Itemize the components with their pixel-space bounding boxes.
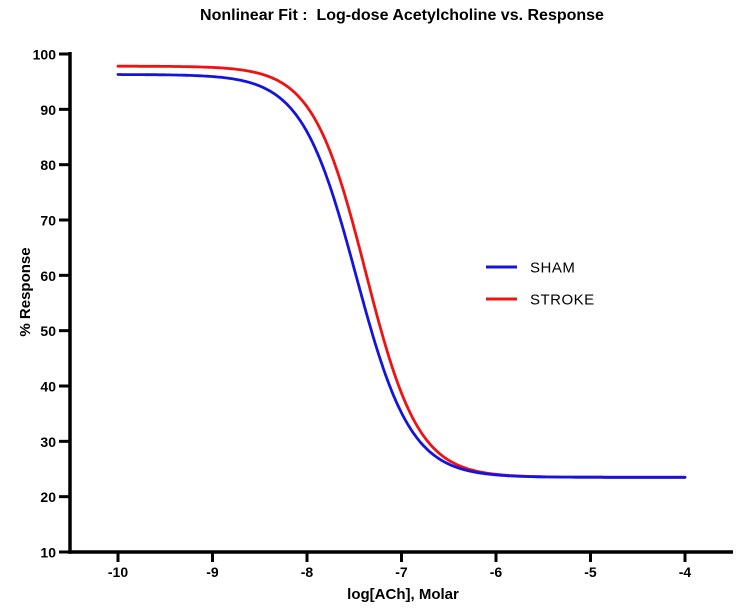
x-tick-label: -7 bbox=[395, 564, 408, 580]
legend: SHAM STROKE bbox=[486, 260, 595, 309]
y-tick-label: 80 bbox=[40, 157, 56, 173]
y-tick-label: 100 bbox=[33, 47, 57, 63]
chart-title: Nonlinear Fit : Log-dose Acetylcholine v… bbox=[200, 7, 604, 24]
x-axis-label: log[ACh], Molar bbox=[347, 586, 459, 603]
x-tick-label: -9 bbox=[206, 564, 219, 580]
x-tick-label: -10 bbox=[108, 564, 128, 580]
y-tick-label: 60 bbox=[40, 268, 56, 284]
y-tick-label: 90 bbox=[40, 102, 56, 118]
x-tick-label: -8 bbox=[301, 564, 314, 580]
legend-item-stroke: STROKE bbox=[486, 292, 595, 309]
legend-item-sham: SHAM bbox=[486, 260, 575, 277]
x-tick-label: -6 bbox=[490, 564, 503, 580]
x-axis-ticks: -10 -9 -8 -7 -6 -5 -4 bbox=[108, 552, 692, 580]
legend-label-sham: SHAM bbox=[530, 260, 575, 277]
y-tick-label: 20 bbox=[40, 489, 56, 505]
y-axis-label: % Response bbox=[17, 247, 34, 337]
x-tick-label: -4 bbox=[679, 564, 692, 580]
fit-curves bbox=[116, 64, 687, 479]
x-tick-label: -5 bbox=[584, 564, 597, 580]
y-tick-label: 30 bbox=[40, 434, 56, 450]
y-tick-label: 10 bbox=[40, 545, 56, 561]
fit-curve-sham bbox=[116, 73, 687, 479]
y-tick-label: 40 bbox=[40, 379, 56, 395]
y-tick-label: 50 bbox=[40, 323, 56, 339]
legend-label-stroke: STROKE bbox=[530, 292, 595, 309]
y-axis-ticks: 10 20 30 40 50 60 70 80 90 100 bbox=[33, 47, 70, 561]
y-tick-label: 70 bbox=[40, 213, 56, 229]
